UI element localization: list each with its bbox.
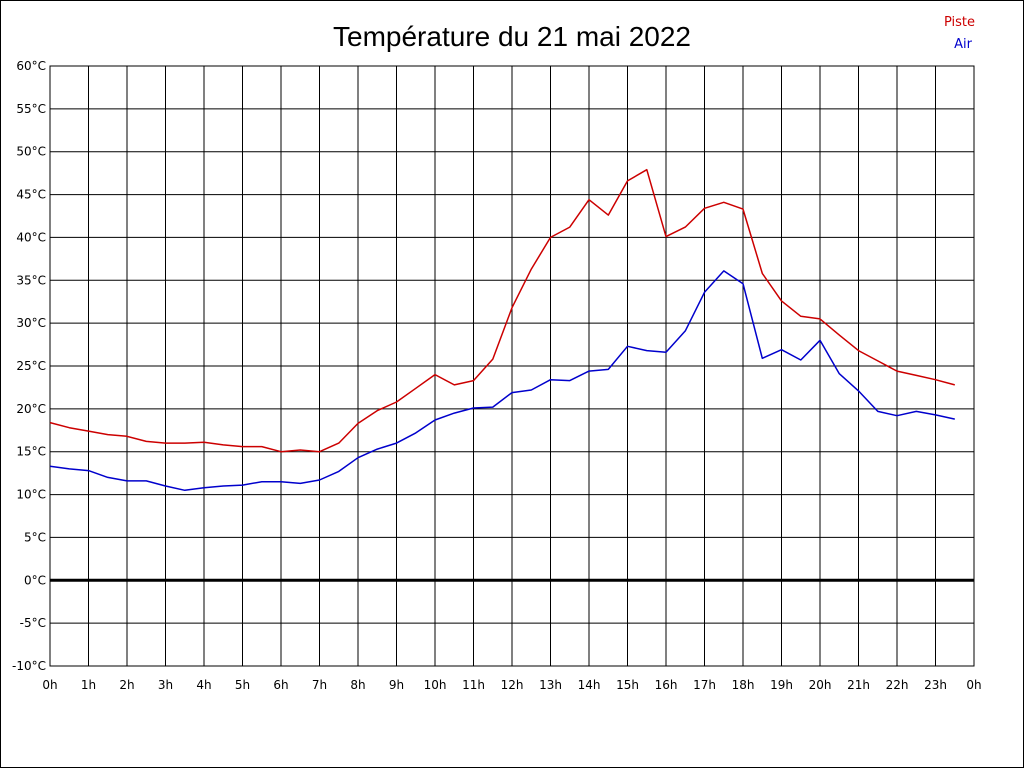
legend-piste: Piste xyxy=(944,15,975,30)
y-tick-label: 60°C xyxy=(16,59,46,73)
x-tick-label: 20h xyxy=(809,678,832,692)
x-tick-label: 3h xyxy=(158,678,173,692)
series-line-piste xyxy=(49,168,955,453)
x-tick-label: 12h xyxy=(501,678,524,692)
plot-border xyxy=(49,65,975,667)
x-tick-label: 22h xyxy=(886,678,909,692)
y-tick-label: 45°C xyxy=(16,188,46,202)
x-tick-label: 0h xyxy=(42,678,57,692)
y-tick-label: 5°C xyxy=(24,530,46,544)
y-tick-label: 10°C xyxy=(16,488,46,502)
y-tick-label: 25°C xyxy=(16,359,46,373)
x-tick-label: 18h xyxy=(732,678,755,692)
x-tick-label: 15h xyxy=(616,678,639,692)
y-tick-label: 55°C xyxy=(16,102,46,116)
grid: 60°C 55°C 50°C 45°C 40°C 35°C 30°C 25°C 20°C 15°C… xyxy=(12,59,982,692)
x-tick-label: 7h xyxy=(312,678,327,692)
y-tick-label: 30°C xyxy=(16,316,46,330)
series-line-air xyxy=(49,270,955,492)
x-tick-label: 13h xyxy=(539,678,562,692)
y-tick-label: 20°C xyxy=(16,402,46,416)
y-tick-label: 15°C xyxy=(16,445,46,459)
y-tick-label: 35°C xyxy=(16,273,46,287)
x-tick-label: 19h xyxy=(770,678,793,692)
legend-air: Air xyxy=(954,37,973,52)
x-tick-label: 16h xyxy=(655,678,678,692)
x-tick-label: 11h xyxy=(462,678,485,692)
y-tick-label: -10°C xyxy=(12,659,46,673)
x-tick-label: 14h xyxy=(578,678,601,692)
y-tick-label: 0°C xyxy=(24,573,46,587)
x-tick-label: 10h xyxy=(424,678,447,692)
x-tick-label: 8h xyxy=(350,678,365,692)
x-tick-label: 0h xyxy=(966,678,981,692)
legend: Piste Air xyxy=(944,15,975,52)
chart-title: Température du 21 mai 2022 xyxy=(333,21,691,52)
x-tick-label: 17h xyxy=(693,678,716,692)
series-lines xyxy=(49,168,955,492)
x-tick-label: 21h xyxy=(847,678,870,692)
y-tick-label: -5°C xyxy=(20,616,46,630)
x-tick-label: 2h xyxy=(119,678,134,692)
x-tick-label: 4h xyxy=(196,678,211,692)
x-tick-label: 9h xyxy=(389,678,404,692)
x-tick-label: 6h xyxy=(273,678,288,692)
x-tick-label: 1h xyxy=(81,678,96,692)
x-tick-label: 23h xyxy=(924,678,947,692)
y-tick-label: 40°C xyxy=(16,230,46,244)
y-tick-label: 50°C xyxy=(16,145,46,159)
x-tick-label: 5h xyxy=(235,678,250,692)
